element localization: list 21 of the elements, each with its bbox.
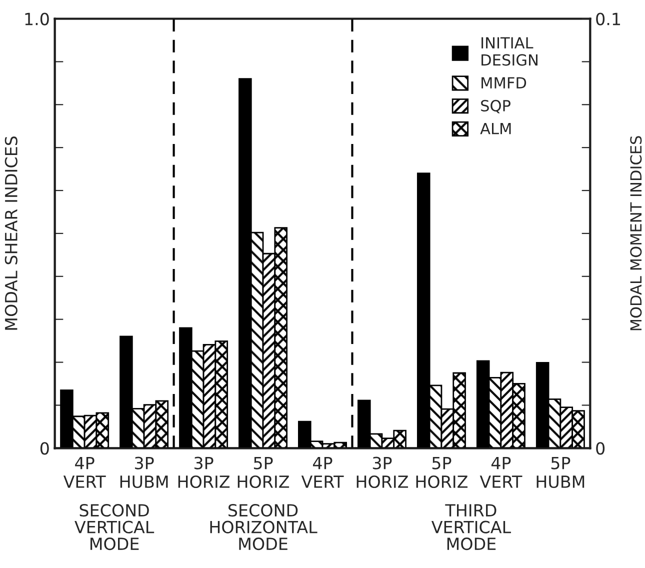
y-axis-title: MODAL SHEAR INDICES xyxy=(4,136,18,330)
x-tick-label: 3P HUBM xyxy=(120,456,168,488)
y2-axis-title: MODAL MOMENT INDICES xyxy=(630,136,642,330)
x-tick-label: 3P HORIZ xyxy=(178,456,230,488)
text: THIRD VERTICAL MODE xyxy=(431,504,511,550)
y2-tick-label: 0 xyxy=(596,442,605,455)
legend-label: SQP xyxy=(481,100,510,114)
y-tick-label: 1.0 xyxy=(25,12,49,26)
x-tick-label: 5P HUBM xyxy=(536,457,584,488)
y2-tick-label: 0.1 xyxy=(596,12,620,26)
x-tick-label: 5P HORIZ xyxy=(238,457,290,488)
x-tick-label: 4P VERT xyxy=(63,457,106,488)
text: SECOND VERTICAL MODE xyxy=(74,504,154,550)
x-tick-label: 5P HORIZ xyxy=(416,457,468,488)
legend-label: MMFD xyxy=(482,77,526,88)
text: SECOND HORIZONTAL MODE xyxy=(210,504,318,550)
legend-label: ALM xyxy=(480,123,511,134)
x-tick-label: 4P VERT xyxy=(480,457,522,488)
x-tick-label: 4P VERT xyxy=(301,457,344,488)
x-tick-label: 3P HORIZ xyxy=(356,456,408,488)
legend-label: INITIAL DESIGN xyxy=(482,37,538,66)
